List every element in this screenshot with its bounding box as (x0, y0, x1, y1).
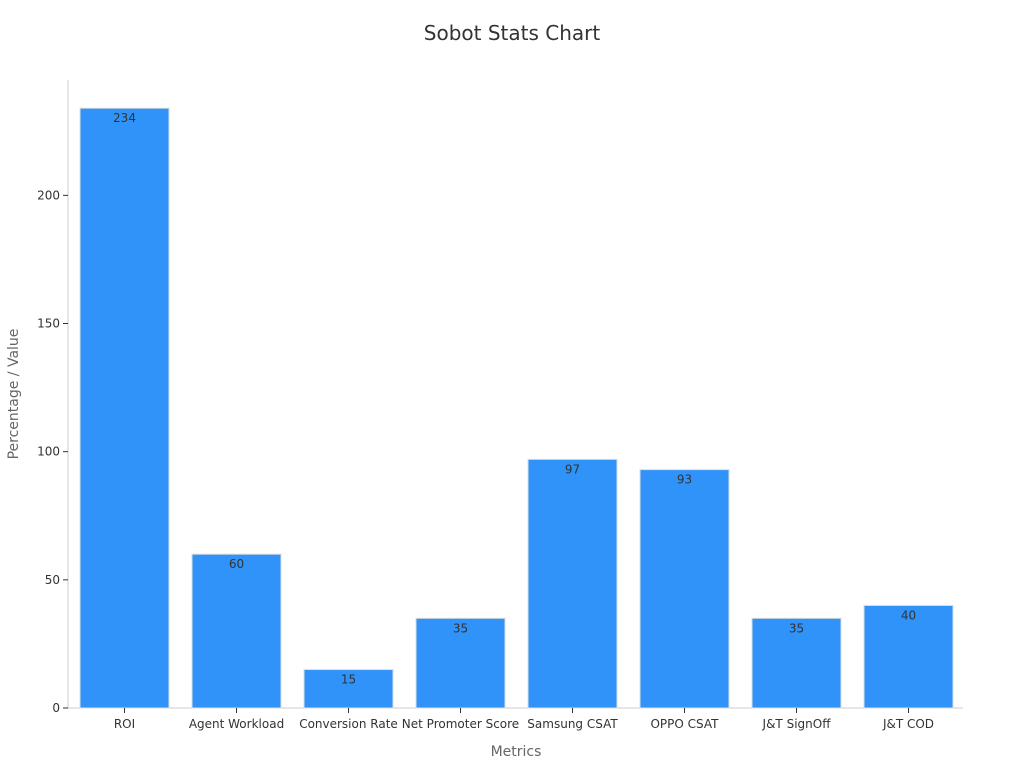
data-label-5: 93 (677, 473, 692, 487)
data-label-1: 60 (229, 557, 244, 571)
x-tick-label-0: ROI (114, 717, 135, 731)
bar-6 (751, 617, 842, 709)
x-tick-label-5: OPPO CSAT (650, 717, 719, 731)
bar-3 (415, 617, 506, 709)
y-tick-label-2: 100 (37, 445, 60, 459)
y-tick-label-4: 200 (37, 188, 60, 202)
x-tick-label-1: Agent Workload (189, 717, 284, 731)
x-axis-ticks: ROI Agent Workload Conversion Rate Net Prom… (114, 708, 934, 731)
data-label-4: 97 (565, 462, 580, 476)
y-axis-ticks: 0 50 100 150 200 (37, 188, 68, 715)
chart-title: Sobot Stats Chart (424, 21, 601, 45)
y-tick-label-0: 0 (52, 701, 60, 715)
data-labels: 234 60 15 35 97 93 35 40 (113, 111, 916, 686)
x-tick-label-3: Net Promoter Score (402, 717, 519, 731)
bar-1 (191, 553, 282, 709)
x-tick-label-6: J&T SignOff (762, 717, 832, 731)
bar-4 (527, 458, 618, 709)
data-label-3: 35 (453, 621, 468, 635)
bars (79, 107, 954, 709)
bar-0 (79, 107, 170, 709)
x-tick-label-2: Conversion Rate (299, 717, 398, 731)
y-axis-title: Percentage / Value (6, 329, 22, 460)
bar-7 (863, 604, 954, 709)
x-axis-title: Metrics (491, 744, 542, 760)
bar-2 (303, 669, 394, 709)
data-label-7: 40 (901, 608, 916, 622)
y-tick-label-3: 150 (37, 317, 60, 331)
data-label-0: 234 (113, 111, 136, 125)
x-tick-label-7: J&T COD (882, 717, 934, 731)
bar-5 (639, 469, 730, 709)
data-label-6: 35 (789, 621, 804, 635)
y-tick-label-1: 50 (45, 573, 60, 587)
x-tick-label-4: Samsung CSAT (527, 717, 618, 731)
data-label-2: 15 (341, 673, 356, 687)
